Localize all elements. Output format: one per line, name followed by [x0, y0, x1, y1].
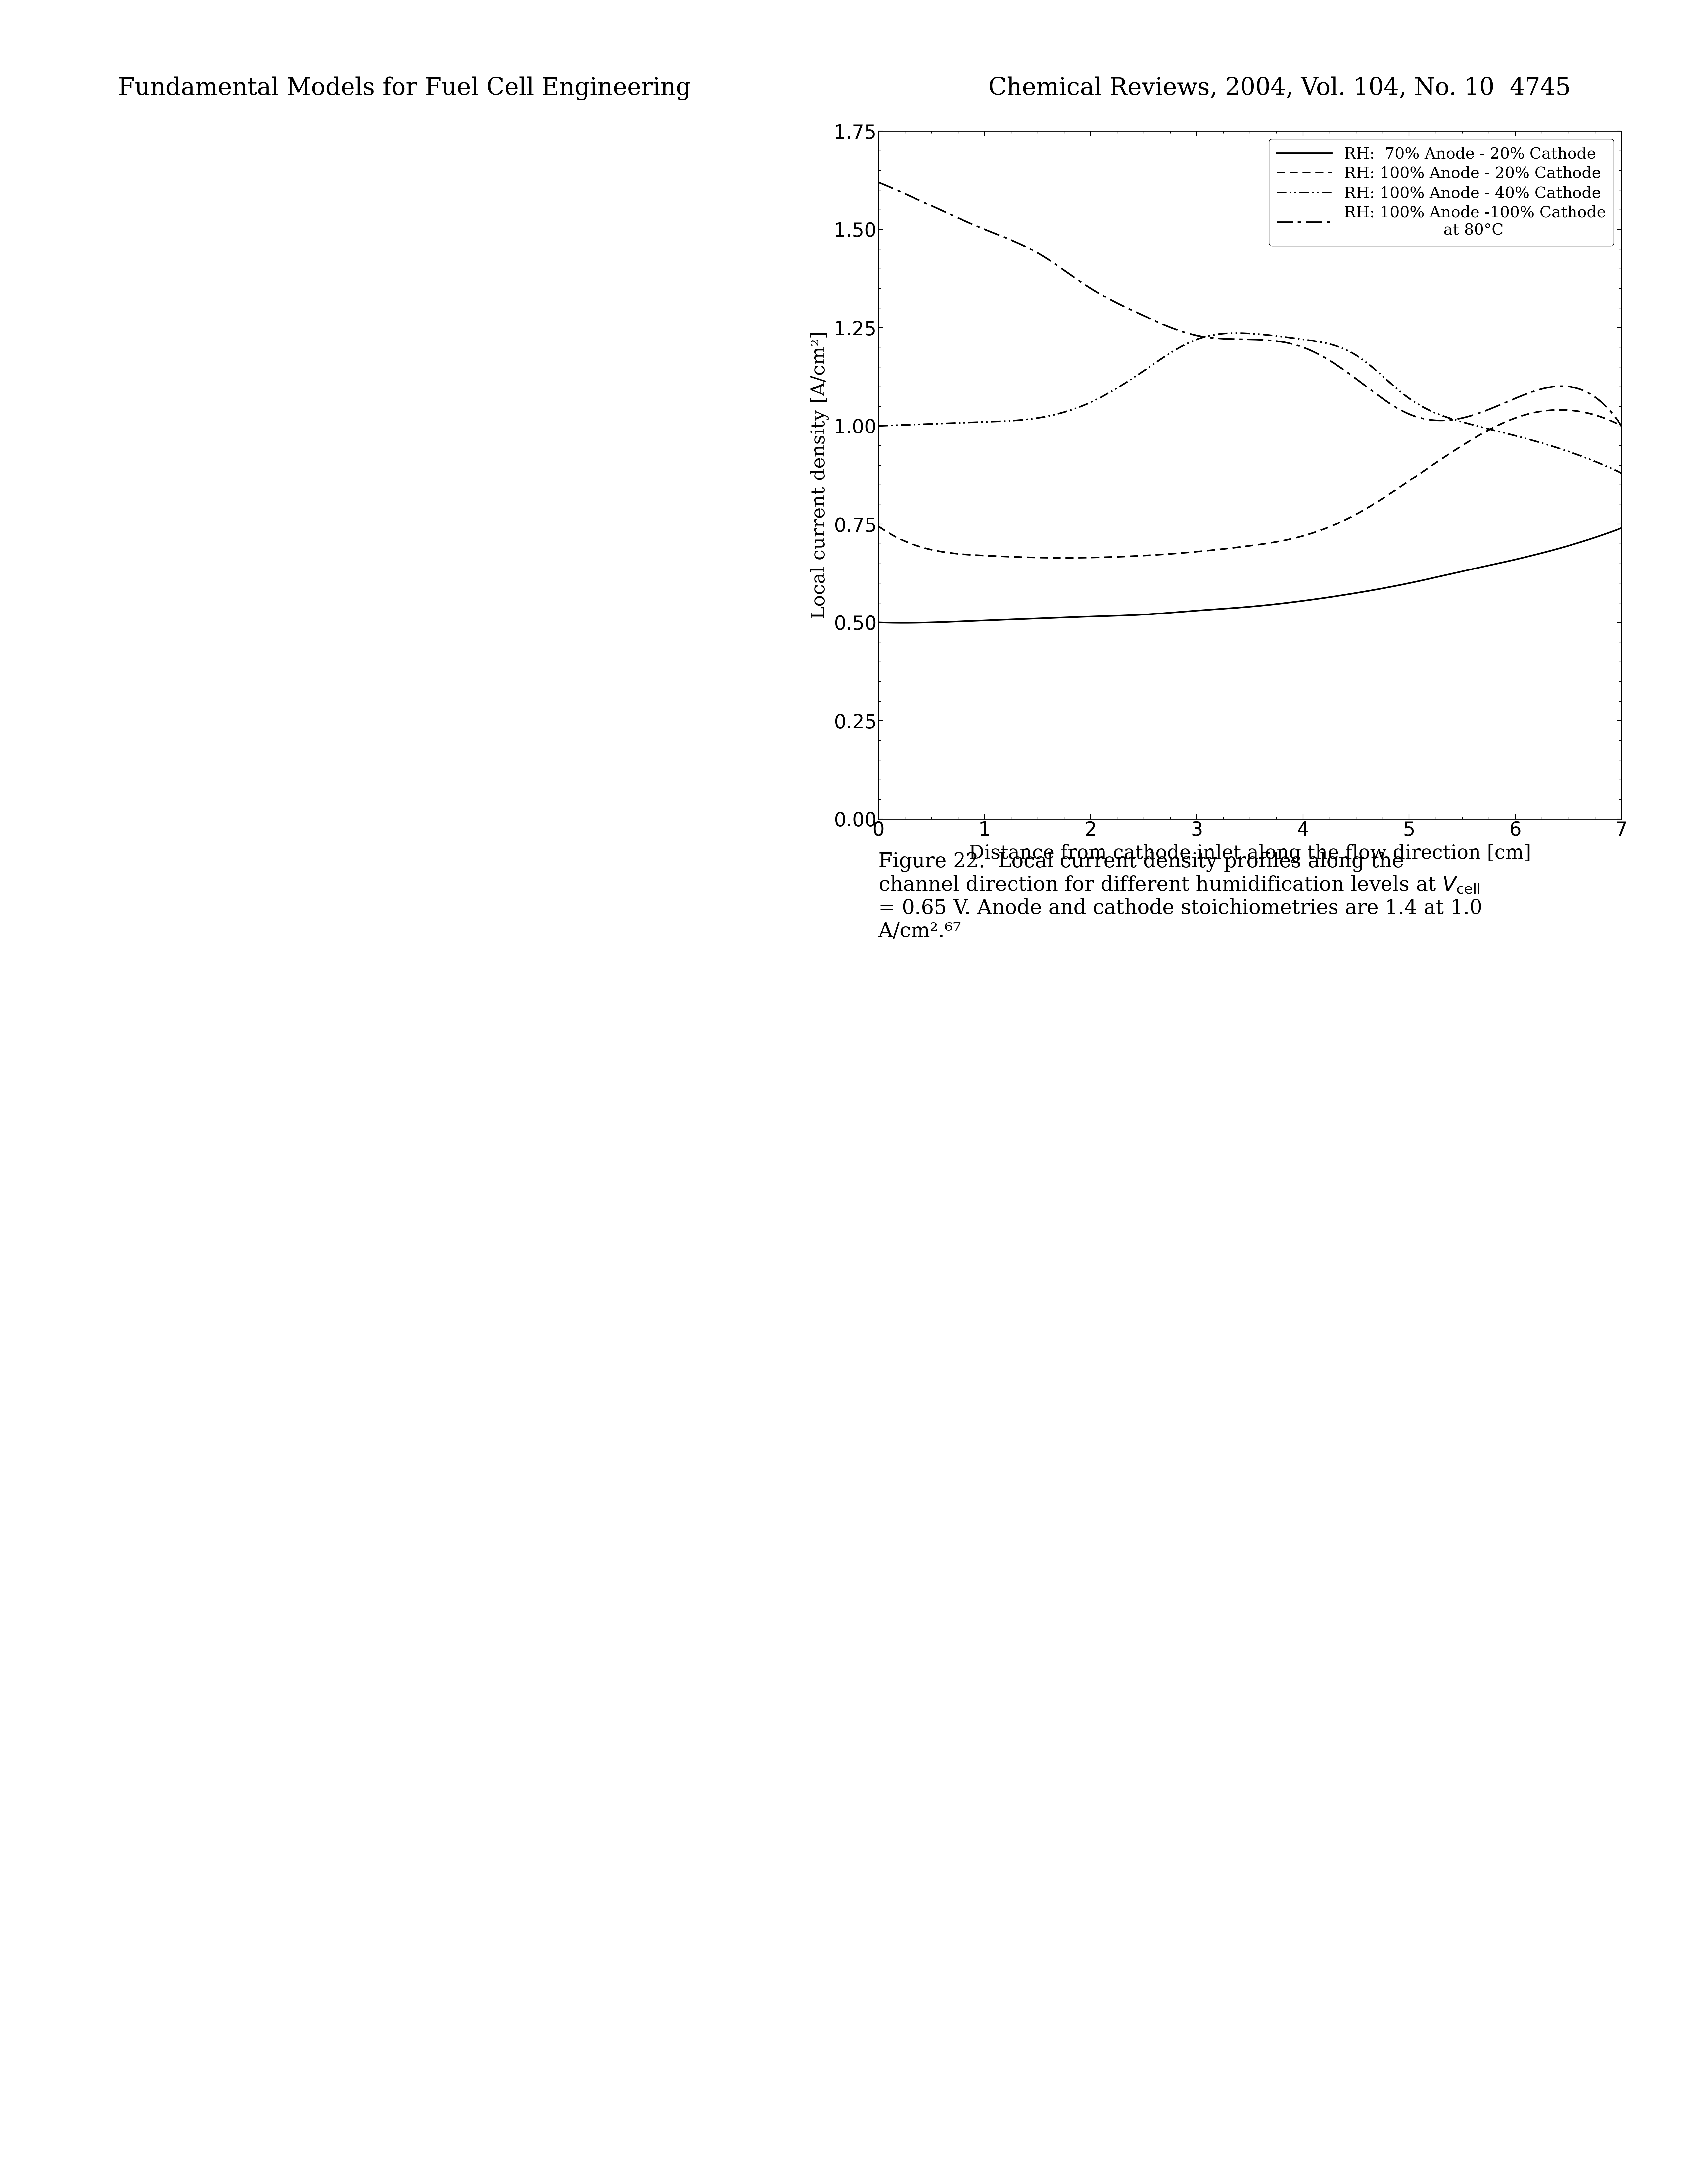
X-axis label: Distance from cathode inlet along the flow direction [cm]: Distance from cathode inlet along the fl…	[969, 843, 1530, 863]
Text: Chemical Reviews, 2004, Vol. 104, No. 10  4745: Chemical Reviews, 2004, Vol. 104, No. 10…	[988, 76, 1571, 100]
Y-axis label: Local current density [A/cm²]: Local current density [A/cm²]	[811, 332, 829, 618]
Text: Fundamental Models for Fuel Cell Engineering: Fundamental Models for Fuel Cell Enginee…	[118, 76, 691, 100]
Text: Figure 22.  Local current density profiles along the
channel direction for diffe: Figure 22. Local current density profile…	[878, 852, 1483, 941]
Legend: RH:  70% Anode - 20% Cathode, RH: 100% Anode - 20% Cathode, RH: 100% Anode - 40%: RH: 70% Anode - 20% Cathode, RH: 100% An…	[1268, 140, 1613, 247]
